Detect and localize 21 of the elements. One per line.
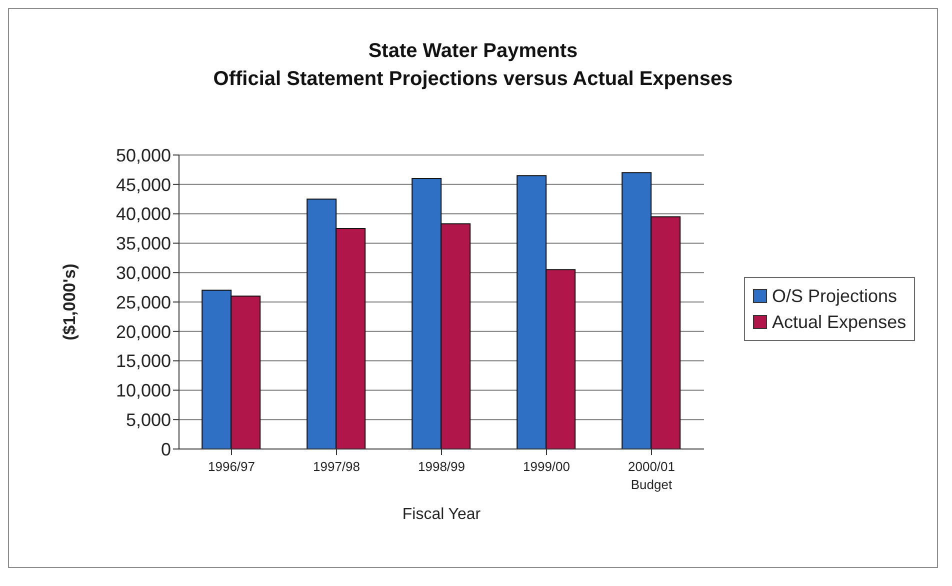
x-tick-label: 1999/00: [523, 459, 570, 474]
legend-label: Actual Expenses: [772, 311, 906, 334]
y-tick-label: 15,000: [116, 351, 171, 372]
y-tick-label: 5,000: [126, 410, 171, 430]
chart-title: State Water Payments Official Statement Projections versus Actual Expenses: [212, 39, 734, 92]
y-tick-label: 10,000: [116, 380, 171, 401]
y-tick-label: 0: [160, 439, 171, 460]
y-tick-label: 45,000: [116, 174, 171, 195]
x-tick-label: 2000/01 Budget: [628, 459, 675, 492]
x-tick-label: 1998/99: [418, 459, 465, 474]
x-axis-title: Fiscal Year: [402, 506, 482, 523]
y-axis-title: ($1,000's): [60, 264, 80, 340]
x-tick-label: 1997/98: [313, 459, 360, 474]
y-tick-label: 50,000: [116, 145, 171, 166]
y-tick-label: 25,000: [116, 292, 171, 312]
x-tick-label: 1996/97: [208, 459, 255, 474]
y-tick-label: 40,000: [116, 204, 171, 224]
y-tick-label: 30,000: [116, 262, 171, 283]
y-tick-label: 20,000: [116, 322, 171, 342]
y-tick-label: 35,000: [116, 234, 171, 254]
legend-label: O/S Projections: [772, 285, 898, 308]
